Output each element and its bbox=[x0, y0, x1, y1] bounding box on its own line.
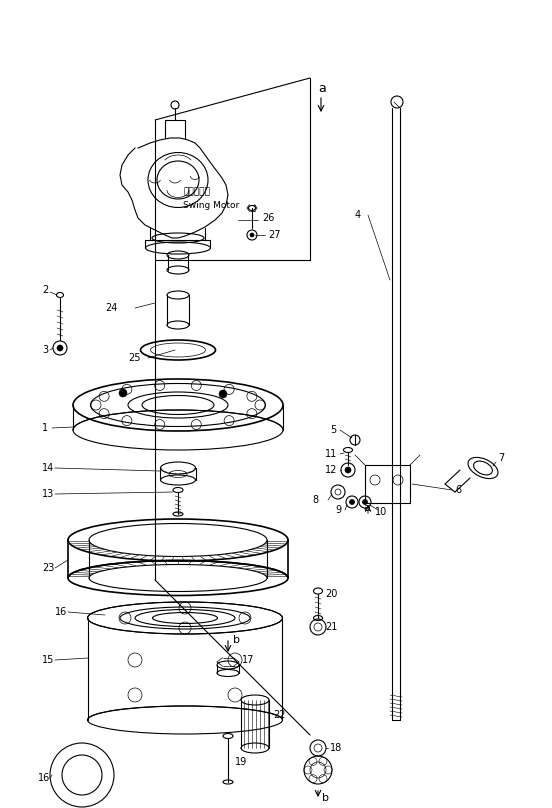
Text: 25: 25 bbox=[128, 353, 141, 363]
Text: b: b bbox=[322, 793, 329, 803]
Text: 10: 10 bbox=[375, 507, 388, 517]
Text: 7: 7 bbox=[498, 453, 504, 463]
Text: 27: 27 bbox=[268, 230, 280, 240]
Text: 16: 16 bbox=[38, 773, 50, 783]
Text: 12: 12 bbox=[325, 465, 337, 475]
Text: 6: 6 bbox=[455, 485, 461, 495]
Text: Swing Motor: Swing Motor bbox=[183, 200, 239, 209]
Text: 19: 19 bbox=[235, 757, 247, 767]
Circle shape bbox=[250, 233, 254, 237]
Text: 8: 8 bbox=[312, 495, 318, 505]
Text: 15: 15 bbox=[42, 655, 55, 665]
Circle shape bbox=[345, 467, 351, 473]
Text: 9: 9 bbox=[335, 505, 341, 515]
Text: 20: 20 bbox=[325, 589, 337, 599]
Text: 14: 14 bbox=[42, 463, 54, 473]
Text: 2: 2 bbox=[42, 285, 48, 295]
Text: 24: 24 bbox=[105, 303, 118, 313]
Text: 23: 23 bbox=[42, 563, 55, 573]
Text: 13: 13 bbox=[42, 489, 54, 499]
Text: 11: 11 bbox=[325, 449, 337, 459]
Text: a: a bbox=[318, 82, 326, 95]
Circle shape bbox=[349, 499, 354, 504]
Text: 18: 18 bbox=[330, 743, 342, 753]
Text: 26: 26 bbox=[262, 213, 274, 223]
Text: 22: 22 bbox=[273, 710, 285, 720]
Text: b: b bbox=[233, 635, 240, 645]
Text: 16: 16 bbox=[55, 607, 67, 617]
Circle shape bbox=[119, 389, 127, 397]
Text: 5: 5 bbox=[330, 425, 336, 435]
Circle shape bbox=[363, 499, 368, 504]
Circle shape bbox=[57, 345, 63, 351]
Text: 21: 21 bbox=[325, 622, 337, 632]
Text: a: a bbox=[363, 503, 370, 513]
Circle shape bbox=[219, 390, 227, 398]
Text: 4: 4 bbox=[355, 210, 361, 220]
Text: 1: 1 bbox=[42, 423, 48, 433]
Bar bbox=[365, 465, 410, 503]
Text: 旋回モータ: 旋回モータ bbox=[183, 187, 210, 196]
Text: 3: 3 bbox=[42, 345, 48, 355]
Text: 17: 17 bbox=[242, 655, 254, 665]
